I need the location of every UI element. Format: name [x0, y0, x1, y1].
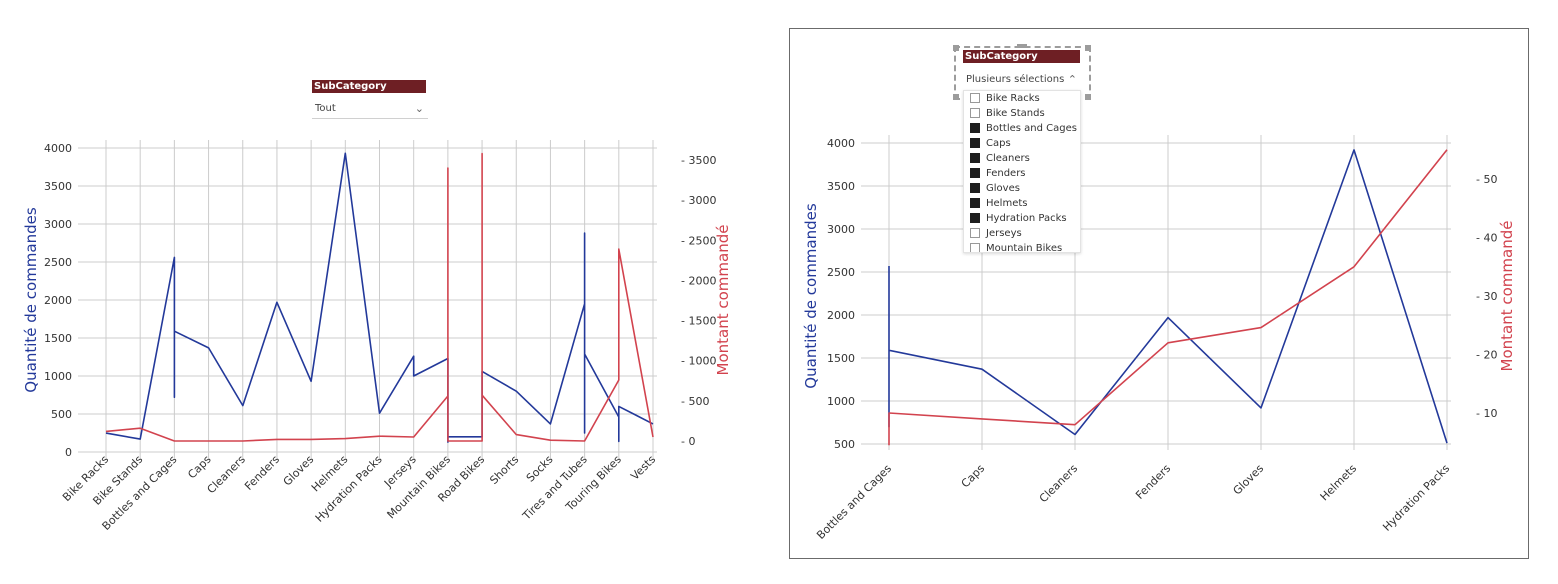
slicer-item-label: Fenders [986, 168, 1026, 179]
x-tick-label: Caps [185, 453, 214, 482]
resize-handle[interactable] [1085, 45, 1091, 51]
y-tick-label: 4000 [827, 137, 855, 150]
slicer-item-label: Helmets [986, 198, 1028, 209]
chevron-up-icon: ⌃ [1067, 73, 1077, 86]
slicer-item[interactable]: Bottles and Cages [964, 121, 1080, 136]
resize-handle[interactable] [1017, 44, 1027, 48]
y-tick-label: 500 [834, 438, 855, 451]
y2-tick-label: - 50 [1476, 173, 1497, 186]
y2-tick-label: - 2000 [681, 274, 716, 287]
y2-tick-label: - 2500 [681, 234, 716, 247]
slicer-item[interactable]: Hydration Packs [964, 211, 1080, 226]
y2-tick-label: - 20 [1476, 349, 1497, 362]
x-tick-label: Caps [959, 462, 988, 491]
resize-handle[interactable] [953, 94, 959, 100]
x-tick-label: Hydration Packs [1380, 462, 1452, 534]
left-slicer-dropdown[interactable]: Tout ⌄ [312, 100, 428, 119]
x-tick-label: Fenders [242, 453, 282, 493]
y-tick-label: 1000 [827, 395, 855, 408]
slicer-item-label: Bottles and Cages [986, 123, 1077, 134]
quantity-series-line [888, 149, 1448, 444]
amount-series-line [888, 149, 1448, 446]
y2-tick-label: - 0 [681, 435, 695, 448]
checkbox[interactable] [970, 243, 980, 252]
slicer-item-label: Mountain Bikes [986, 243, 1063, 253]
x-tick-label: Fenders [1133, 462, 1173, 502]
y2-tick-label: - 40 [1476, 232, 1497, 245]
right-slicer-dropdown[interactable]: Plusieurs sélections ⌃ [963, 71, 1081, 90]
chevron-down-icon: ⌄ [414, 102, 424, 115]
y-tick-label: 3500 [827, 180, 855, 193]
checkbox[interactable] [970, 213, 980, 223]
y-tick-label: 2000 [44, 294, 72, 307]
y-tick-label: 3000 [44, 218, 72, 231]
y2-axis-title: Montant commandé [714, 225, 732, 376]
y2-tick-label: - 1500 [681, 315, 716, 328]
x-tick-label: Bottles and Cages [814, 462, 894, 542]
slicer-item-label: Cleaners [986, 153, 1030, 164]
y-tick-label: 1000 [44, 370, 72, 383]
y2-tick-label: - 500 [681, 395, 709, 408]
slicer-item[interactable]: Helmets [964, 196, 1080, 211]
y2-tick-label: - 1000 [681, 355, 716, 368]
y-axis-title: Quantité de commandes [22, 207, 40, 393]
slicer-item-label: Caps [986, 138, 1011, 149]
left-slicer-header: SubCategory [312, 80, 426, 93]
right-slicer-value: Plusieurs sélections [966, 74, 1065, 85]
y-tick-label: 500 [51, 408, 72, 421]
y-tick-label: 1500 [44, 332, 72, 345]
x-tick-label: Shorts [487, 453, 521, 487]
x-tick-label: Helmets [1318, 462, 1360, 504]
y-tick-label: 3000 [827, 223, 855, 236]
slicer-item[interactable]: Bike Racks [964, 91, 1080, 106]
checkbox[interactable] [970, 228, 980, 238]
x-tick-label: Socks [524, 453, 556, 485]
y-tick-label: 4000 [44, 142, 72, 155]
slicer-item-label: Jerseys [986, 228, 1022, 239]
y2-tick-label: - 3500 [681, 154, 716, 167]
slicer-item[interactable]: Fenders [964, 166, 1080, 181]
x-tick-label: Cleaners [205, 453, 248, 496]
slicer-item-label: Bike Racks [986, 93, 1040, 104]
amount-series-line [105, 152, 654, 442]
y-tick-label: 1500 [827, 352, 855, 365]
y-tick-label: 2000 [827, 309, 855, 322]
slicer-item[interactable]: Caps [964, 136, 1080, 151]
slicer-item[interactable]: Mountain Bikes [964, 241, 1080, 253]
y-axis-title: Quantité de commandes [802, 203, 820, 389]
right-visual-frame [789, 28, 1529, 559]
checkbox[interactable] [970, 93, 980, 103]
left-slicer-value: Tout [315, 103, 336, 114]
slicer-item[interactable]: Bike Stands [964, 106, 1080, 121]
y2-axis-title: Montant commandé [1498, 221, 1516, 372]
slicer-item-label: Gloves [986, 183, 1020, 194]
resize-handle[interactable] [953, 45, 959, 51]
slicer-item[interactable]: Jerseys [964, 226, 1080, 241]
x-tick-label: Gloves [1231, 462, 1267, 498]
y2-tick-label: - 3000 [681, 194, 716, 207]
y2-tick-label: - 10 [1476, 407, 1497, 420]
checkbox[interactable] [970, 123, 980, 133]
checkbox[interactable] [970, 183, 980, 193]
x-tick-label: Cleaners [1037, 462, 1080, 505]
slicer-item[interactable]: Gloves [964, 181, 1080, 196]
checkbox[interactable] [970, 168, 980, 178]
slicer-item-list[interactable]: Bike Racks Bike Stands Bottles and Cages… [963, 90, 1081, 253]
checkbox[interactable] [970, 198, 980, 208]
y-tick-label: 2500 [827, 266, 855, 279]
checkbox[interactable] [970, 108, 980, 118]
checkbox[interactable] [970, 153, 980, 163]
slicer-item[interactable]: Cleaners [964, 151, 1080, 166]
slicer-item-label: Hydration Packs [986, 213, 1067, 224]
right-slicer-header: SubCategory [963, 50, 1080, 63]
y-tick-label: 2500 [44, 256, 72, 269]
x-tick-label: Vests [628, 453, 658, 483]
checkbox[interactable] [970, 138, 980, 148]
y-tick-label: 3500 [44, 180, 72, 193]
slicer-item-label: Bike Stands [986, 108, 1045, 119]
resize-handle[interactable] [1085, 94, 1091, 100]
y-tick-label: 0 [65, 446, 72, 459]
y2-tick-label: - 30 [1476, 290, 1497, 303]
